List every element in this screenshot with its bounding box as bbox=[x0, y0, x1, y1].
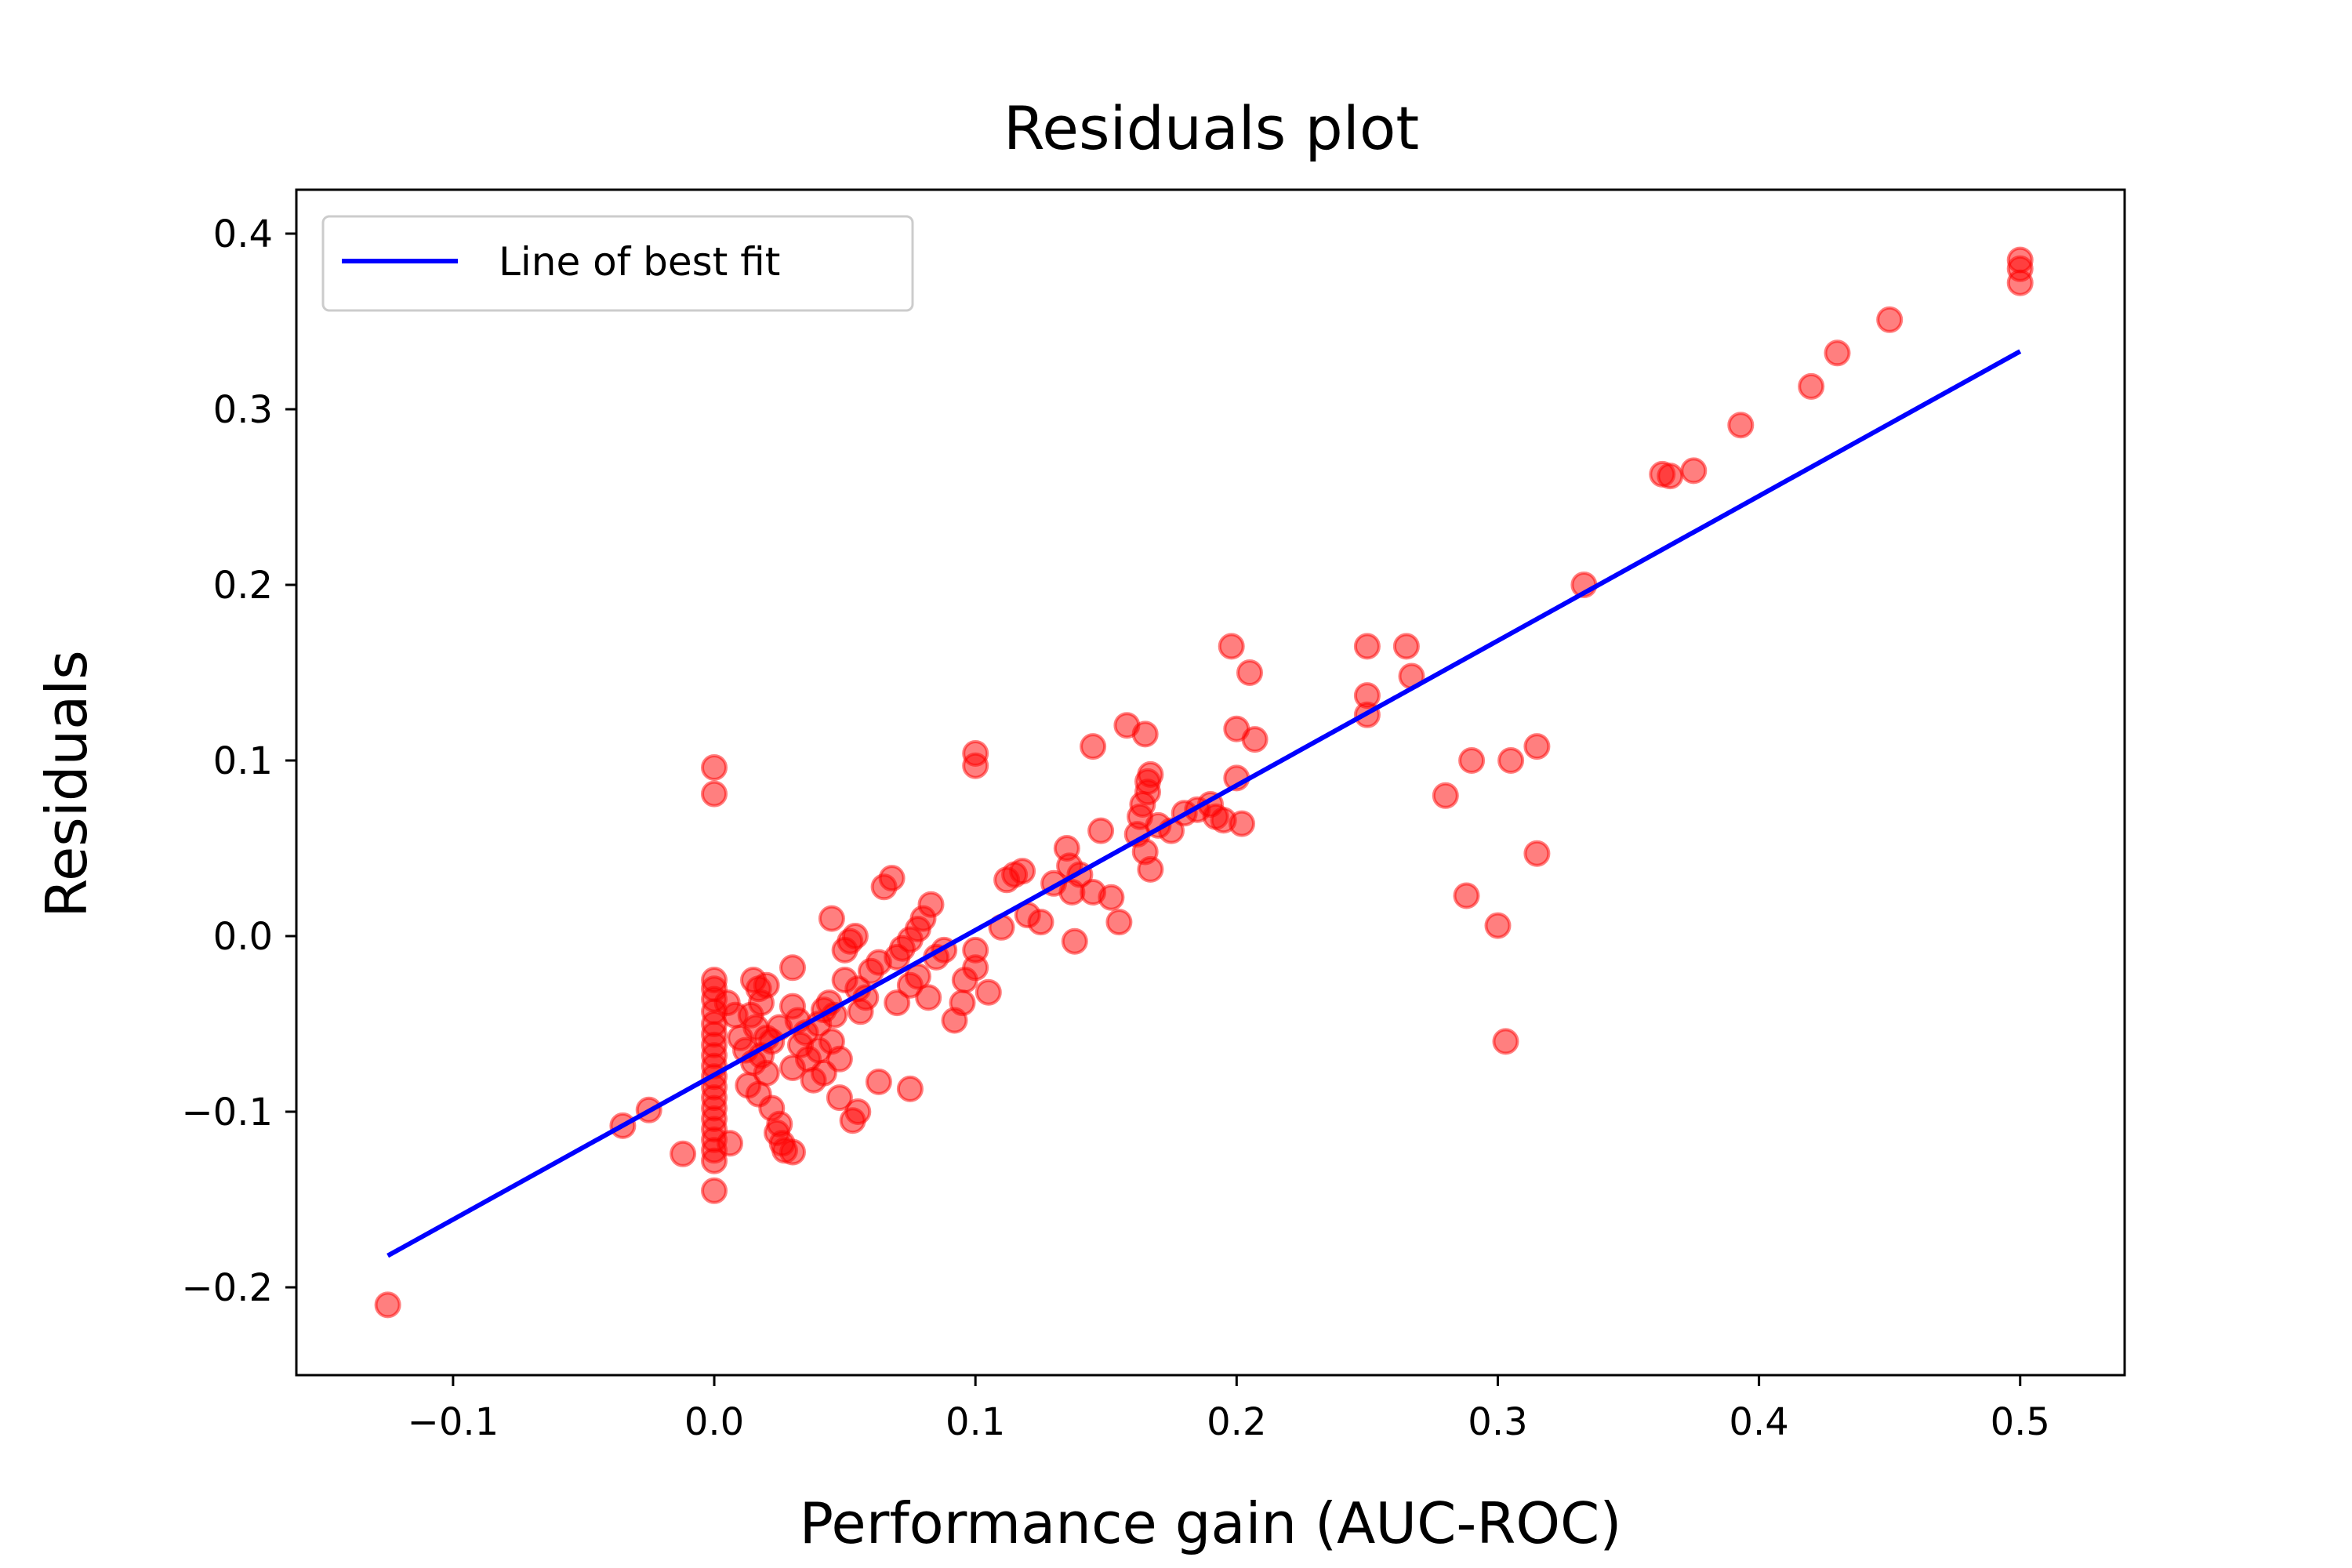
y-axis-title: Residuals bbox=[34, 650, 100, 918]
scatter-point bbox=[1492, 1028, 1519, 1055]
scatter-point bbox=[1098, 884, 1125, 911]
y-tick-label: 0.2 bbox=[213, 564, 273, 608]
scatter-point bbox=[847, 998, 874, 1025]
scatter-point bbox=[1657, 463, 1684, 490]
scatter-point bbox=[841, 923, 869, 949]
scatter-point bbox=[701, 754, 728, 781]
x-tick-label: 0.5 bbox=[1991, 1400, 2050, 1444]
scatter-point bbox=[1353, 633, 1381, 660]
scatter-point bbox=[779, 1138, 806, 1166]
scatter-point bbox=[1876, 306, 1904, 333]
x-tick-label: 0.0 bbox=[684, 1400, 744, 1444]
scatter-point bbox=[1523, 733, 1551, 760]
scatter-point bbox=[1680, 457, 1708, 485]
scatter-point bbox=[1009, 858, 1036, 885]
x-axis-title: Performance gain (AUC-ROC) bbox=[800, 1490, 1622, 1556]
scatter-point bbox=[975, 978, 1002, 1006]
scatter-point bbox=[1105, 909, 1133, 936]
x-tick-label: −0.1 bbox=[408, 1400, 499, 1444]
scatter-point bbox=[1458, 747, 1486, 774]
scatter-point bbox=[1027, 909, 1054, 936]
scatter-point bbox=[1229, 810, 1255, 837]
y-tick-label: 0.1 bbox=[213, 739, 273, 783]
scatter-point bbox=[701, 1177, 728, 1204]
legend-box bbox=[321, 215, 914, 312]
scatter-point bbox=[884, 989, 911, 1017]
scatter-point bbox=[1484, 912, 1512, 939]
chart-title: Residuals plot bbox=[1004, 93, 1419, 163]
scatter-point bbox=[1218, 633, 1245, 660]
scatter-point bbox=[915, 984, 942, 1011]
scatter-point bbox=[1432, 782, 1459, 809]
scatter-point bbox=[962, 752, 989, 779]
scatter-point bbox=[904, 963, 931, 990]
scatter-point bbox=[1131, 720, 1159, 748]
x-tick-label: 0.4 bbox=[1729, 1400, 1788, 1444]
scatter-point bbox=[1137, 760, 1164, 788]
scatter-point bbox=[779, 954, 806, 982]
scatter-point bbox=[670, 1140, 697, 1167]
scatter-point bbox=[949, 989, 976, 1017]
scatter-point bbox=[1523, 840, 1551, 867]
scatter-point bbox=[962, 954, 989, 982]
scatter-point bbox=[2006, 269, 2034, 296]
scatter-point bbox=[1080, 733, 1107, 760]
best-fit-line-layer bbox=[387, 349, 2022, 1258]
scatter-point bbox=[826, 1084, 853, 1112]
scatter-point bbox=[1392, 633, 1420, 660]
scatter-point bbox=[917, 891, 945, 918]
y-tick-label: 0.3 bbox=[213, 388, 273, 432]
scatter-point bbox=[826, 1045, 853, 1073]
scatter-points bbox=[374, 246, 2034, 1319]
x-axis-ticks: −0.1 0.0 0.1 0.2 0.3 0.4 0.5 bbox=[408, 1375, 2050, 1444]
scatter-point bbox=[1453, 882, 1480, 909]
y-tick-label: 0.0 bbox=[213, 915, 273, 959]
scatter-point bbox=[878, 865, 906, 892]
y-tick-label: −0.1 bbox=[181, 1091, 273, 1134]
x-tick-label: 0.2 bbox=[1207, 1400, 1266, 1444]
scatter-point bbox=[818, 905, 845, 932]
plot-area-frame bbox=[295, 188, 2126, 1377]
scatter-point bbox=[865, 1068, 892, 1095]
best-fit-line bbox=[387, 349, 2022, 1258]
legend: Line of best fit bbox=[321, 215, 914, 312]
scatter-point bbox=[1727, 412, 1755, 439]
scatter-point bbox=[1137, 855, 1164, 883]
scatter-point bbox=[1824, 339, 1851, 367]
scatter-point bbox=[1798, 372, 1825, 400]
x-tick-label: 0.1 bbox=[946, 1400, 1005, 1444]
scatter-point bbox=[839, 1107, 866, 1134]
scatter-point bbox=[1087, 817, 1115, 844]
scatter-point bbox=[717, 1130, 743, 1157]
scatter-point bbox=[701, 780, 728, 808]
legend-label: Line of best fit bbox=[499, 239, 780, 285]
scatter-point bbox=[896, 1075, 924, 1102]
y-tick-label: −0.2 bbox=[181, 1266, 273, 1310]
scatter-point bbox=[1061, 927, 1088, 955]
scatter-point bbox=[1236, 659, 1263, 686]
x-tick-label: 0.3 bbox=[1468, 1400, 1527, 1444]
scatter-point bbox=[1497, 747, 1525, 774]
scatter-point bbox=[701, 1147, 728, 1174]
scatter-point bbox=[779, 1054, 806, 1081]
y-axis-ticks: −0.2 −0.1 0.0 0.1 0.2 0.3 0.4 bbox=[181, 212, 296, 1310]
scatter-point bbox=[374, 1291, 401, 1319]
y-tick-label: 0.4 bbox=[213, 212, 273, 256]
scatter-point bbox=[1241, 726, 1269, 753]
